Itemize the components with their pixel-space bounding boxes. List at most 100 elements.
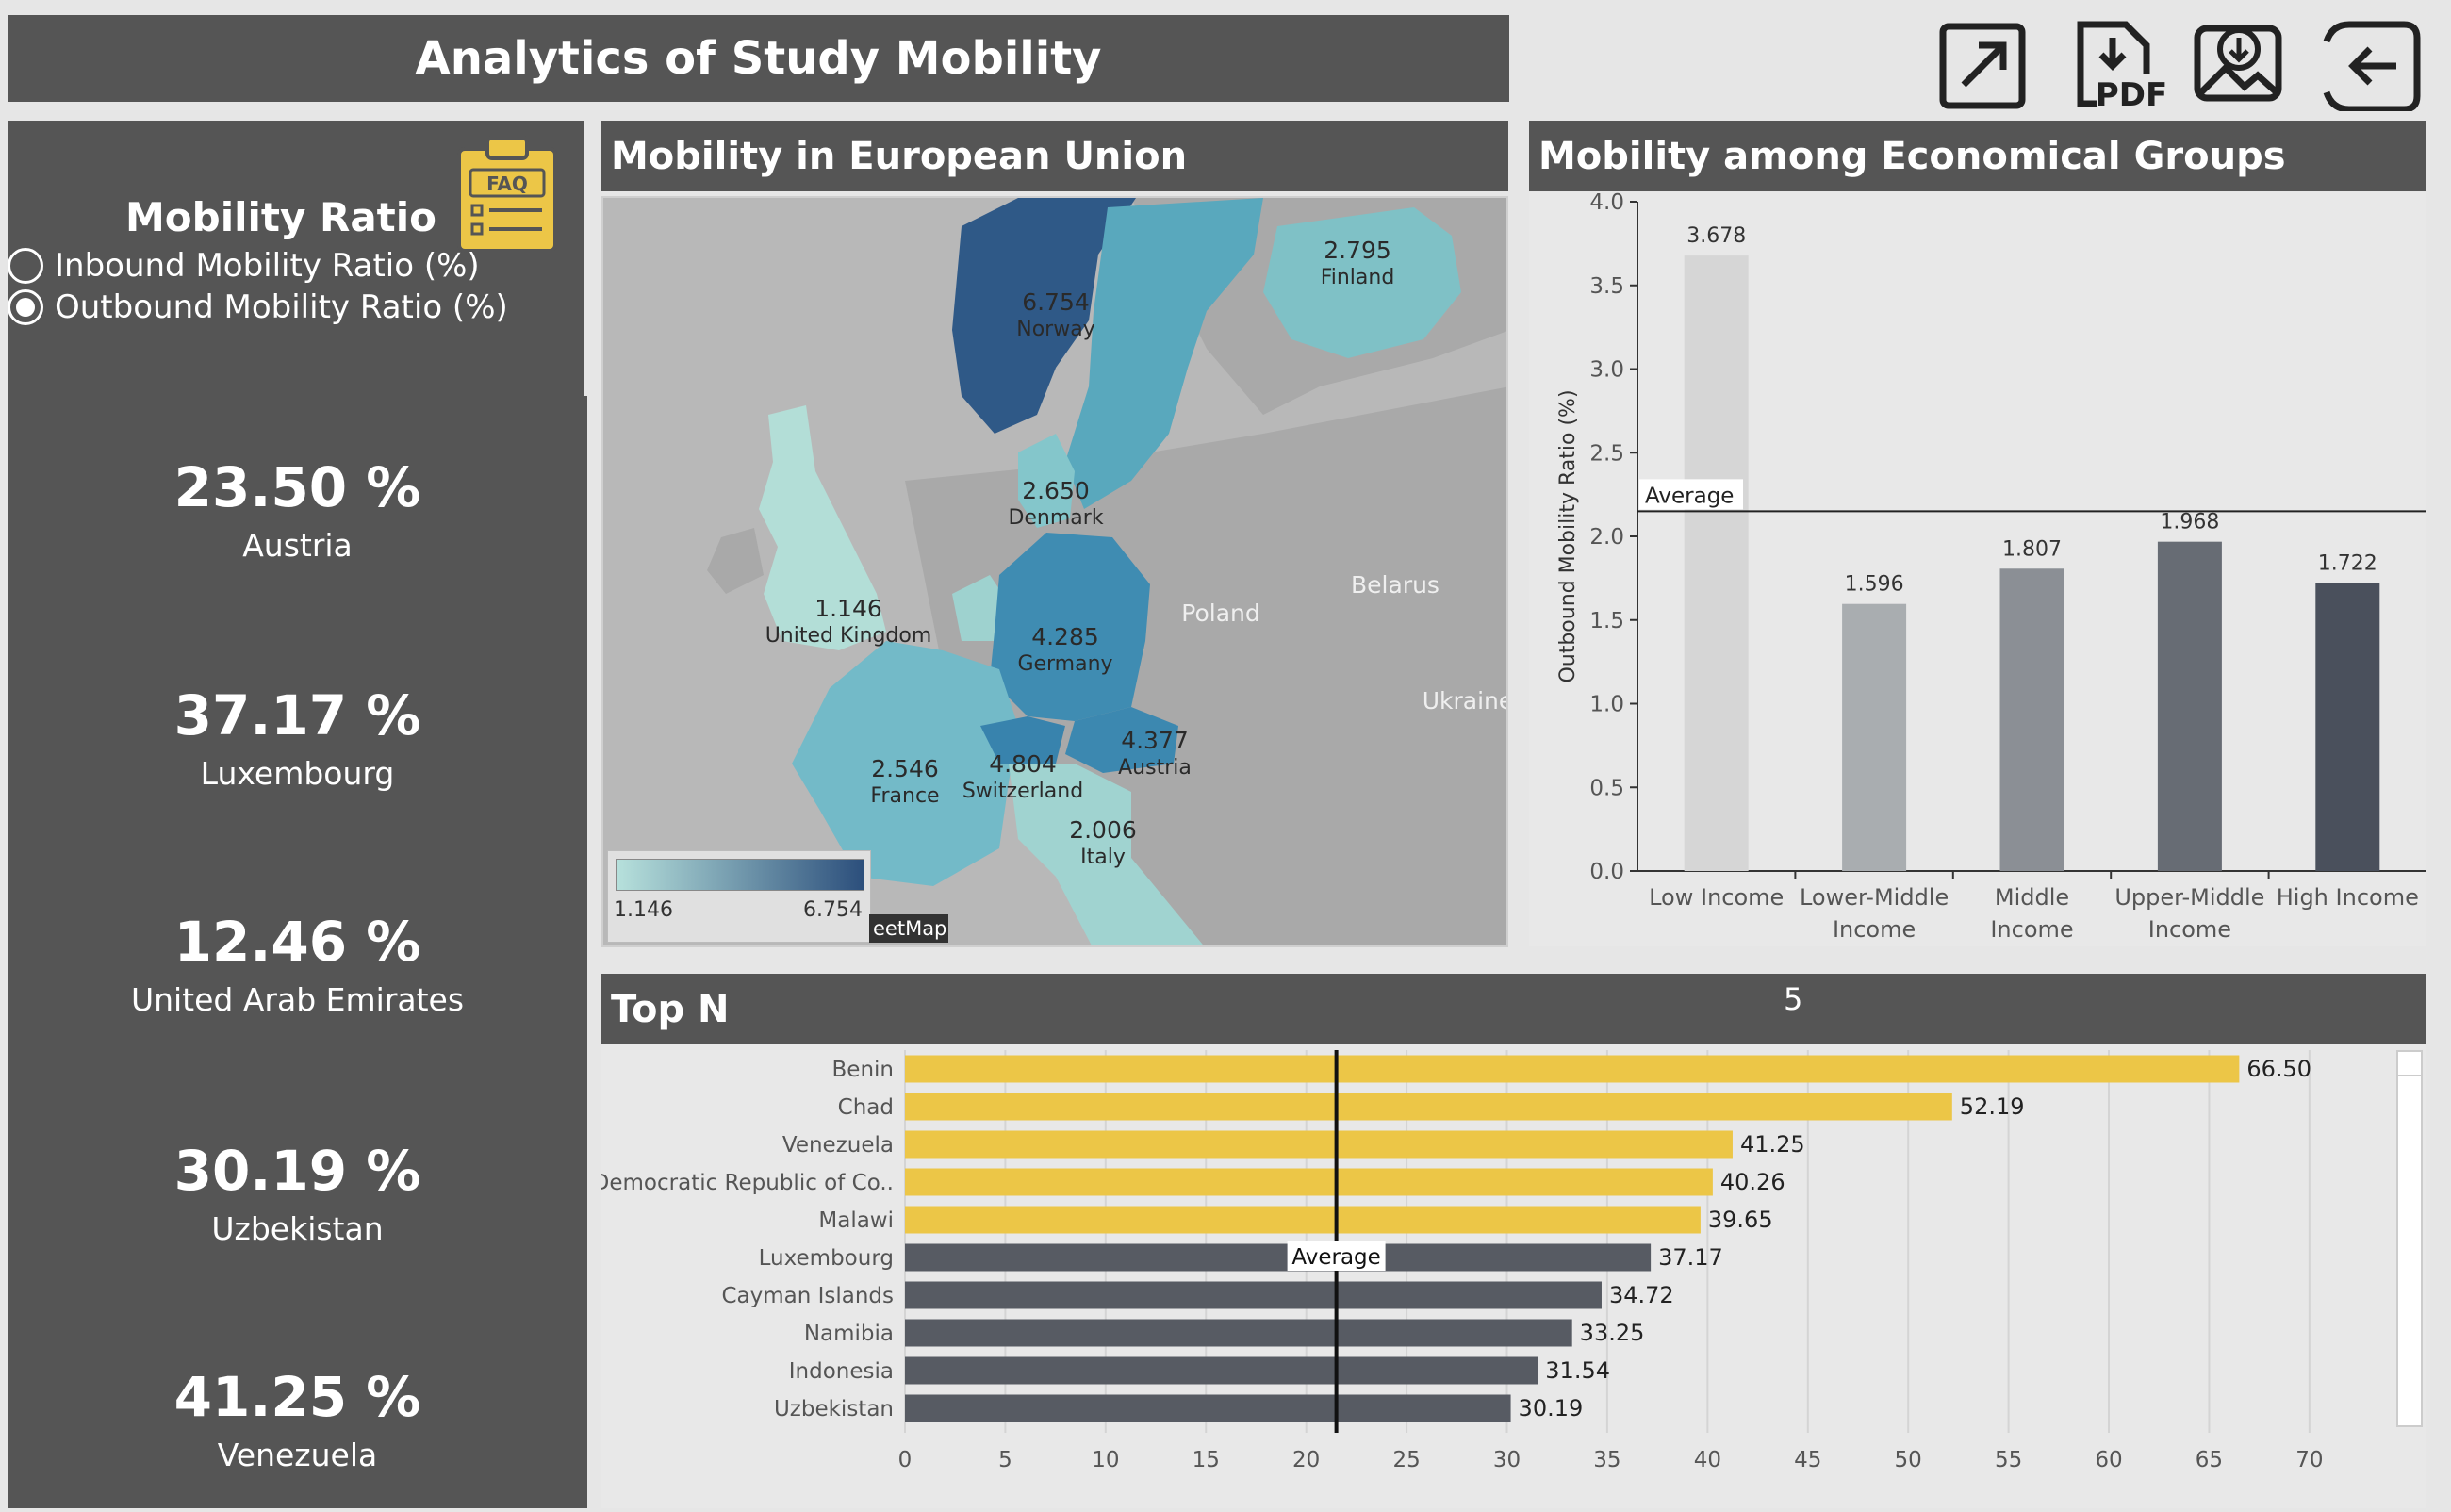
average-label: Average — [1291, 1245, 1380, 1270]
x-tick-label: Low Income — [1649, 884, 1784, 911]
kpi-value: 41.25 % — [173, 1365, 421, 1429]
econ-bar — [1684, 255, 1749, 871]
kpi-country: Luxembourg — [200, 755, 395, 792]
region-switzerland[interactable] — [980, 716, 1065, 764]
map-label-uk: 1.146 United Kingdom — [754, 594, 943, 649]
x-tick-label: High Income — [2277, 884, 2419, 911]
map-shapes — [603, 198, 1506, 947]
region-germany[interactable] — [990, 533, 1150, 721]
map-label-finland: 2.795 Finland — [1282, 236, 1433, 291]
option-outbound[interactable]: Outbound Mobility Ratio (%) — [8, 288, 508, 326]
y-tick-label: 4.0 — [1589, 192, 1624, 215]
kpi-country: Venezuela — [217, 1437, 378, 1473]
x-tick-label: 15 — [1193, 1448, 1220, 1472]
topn-panel-title: Top N — [611, 987, 730, 1031]
map-label-name: Italy — [1080, 846, 1126, 870]
topn-bar — [905, 1130, 1733, 1159]
topn-category-label: Chad — [838, 1095, 894, 1120]
econ-bar — [1842, 603, 1907, 871]
y-tick-label: 3.0 — [1589, 358, 1624, 383]
page-title: Analytics of Study Mobility — [8, 15, 1509, 102]
faq-clipboard-icon: FAQ — [457, 136, 557, 253]
option-outbound-label: Outbound Mobility Ratio (%) — [55, 288, 508, 326]
map-label-value: 2.650 — [1022, 477, 1090, 504]
topn-category-label: Namibia — [804, 1322, 894, 1346]
topn-bar — [905, 1356, 1538, 1385]
econ-bar — [2315, 583, 2380, 871]
topn-category-label: Cayman Islands — [721, 1284, 894, 1308]
region-benelux — [952, 575, 1009, 641]
topn-parameter-value[interactable]: 5 — [1784, 981, 1803, 1017]
region-norway[interactable] — [952, 198, 1136, 434]
topn-scrollbar[interactable] — [2396, 1050, 2423, 1427]
map-label-italy: 2.006 Italy — [1037, 815, 1169, 871]
region-finland[interactable] — [1263, 207, 1461, 358]
x-tick-label: 10 — [1092, 1448, 1119, 1472]
map-label-ukraine: Ukraine — [1416, 686, 1506, 715]
region-austria[interactable] — [1065, 707, 1178, 773]
region-denmark[interactable] — [1018, 434, 1075, 528]
y-axis-label: Outbound Mobility Ratio (%) — [1556, 389, 1580, 682]
back-button[interactable] — [2321, 17, 2421, 113]
x-tick-label: 35 — [1593, 1448, 1620, 1472]
sidebar-title: Mobility Ratio — [125, 194, 436, 240]
econ-chart-area: 0.0 0.5 1.0 1.5 2.0 2.5 3.0 3.5 4.0 Outbound Mobi… — [1529, 190, 2426, 946]
kpi-value: 12.46 % — [173, 910, 421, 974]
map-label-value: 4.377 — [1121, 727, 1189, 754]
eu-map[interactable]: 6.754 Norway 2.795 Finland 2.650 Denmark… — [601, 196, 1508, 947]
legend-min: 1.146 — [614, 898, 673, 922]
topn-bar-label: 41.25 — [1740, 1131, 1805, 1158]
kpi-value: 37.17 % — [173, 683, 421, 748]
back-arrow-icon — [2323, 21, 2421, 113]
map-label-value: 2.795 — [1324, 237, 1391, 264]
map-label-norway: 6.754 Norway — [990, 288, 1122, 343]
kpi-country: Uzbekistan — [211, 1210, 384, 1247]
region-italy[interactable] — [1009, 764, 1207, 947]
map-panel-title: Mobility in European Union — [611, 134, 1188, 178]
faq-button[interactable]: FAQ — [455, 132, 559, 256]
topn-category-label: Malawi — [818, 1208, 894, 1233]
map-label-france: 2.546 France — [839, 754, 971, 810]
region-uk[interactable] — [759, 405, 886, 650]
map-label-name: Austria — [1118, 756, 1192, 781]
topn-bar — [905, 1206, 1701, 1234]
region-france[interactable] — [792, 641, 1018, 886]
topn-chart-area: 0 5 10 15 20 25 30 35 40 45 50 55 60 65 70 66.50 Benin 52… — [593, 1044, 2426, 1508]
y-tick-label: 3.5 — [1589, 274, 1624, 299]
kpi-card: 37.17 % Luxembourg — [8, 683, 587, 792]
option-inbound-label: Inbound Mobility Ratio (%) — [55, 247, 480, 285]
map-label-value: 4.285 — [1031, 623, 1099, 650]
topn-category-label: Venezuela — [782, 1133, 894, 1158]
image-download-button[interactable] — [2192, 17, 2282, 111]
average-label-box — [1287, 1241, 1386, 1271]
econ-bar-label: 1.807 — [2002, 537, 2062, 561]
topn-bar — [905, 1168, 1713, 1196]
x-tick-label: 60 — [2095, 1448, 2122, 1472]
topn-category-label: Luxembourg — [759, 1246, 894, 1271]
scrollbar-thumb[interactable] — [2398, 1052, 2421, 1076]
expand-button[interactable] — [1937, 17, 2028, 111]
sidebar: Mobility Ratio FAQ Inbound Mobility Rati… — [8, 121, 587, 1508]
page-title-text: Analytics of Study Mobility — [415, 32, 1102, 85]
pdf-download-button[interactable]: PDF — [2069, 17, 2167, 114]
x-tick-label: Upper-Middle — [2114, 884, 2264, 911]
sidebar-divider — [584, 121, 587, 396]
kpi-card: 23.50 % Austria — [8, 455, 587, 564]
map-label-value: 1.146 — [814, 595, 882, 622]
map-attribution[interactable]: eetMap — [869, 914, 948, 943]
map-label-belarus: Belarus — [1339, 570, 1452, 600]
topn-category-label: Indonesia — [789, 1359, 894, 1384]
x-tick-label: 5 — [998, 1448, 1012, 1472]
y-tick-label: 1.0 — [1589, 693, 1624, 717]
legend-gradient — [616, 859, 864, 891]
topn-bar — [905, 1281, 1602, 1309]
image-download-icon — [2194, 25, 2282, 102]
radio-inbound[interactable] — [8, 248, 43, 284]
option-inbound[interactable]: Inbound Mobility Ratio (%) — [8, 247, 480, 285]
radio-outbound[interactable] — [8, 289, 43, 325]
topn-category-label: Democratic Republic of Co.. — [601, 1171, 894, 1195]
region-ireland — [707, 528, 764, 594]
map-legend: 1.146 6.754 — [607, 850, 871, 943]
land-gray — [905, 386, 1506, 945]
region-sweden[interactable] — [1065, 198, 1263, 509]
